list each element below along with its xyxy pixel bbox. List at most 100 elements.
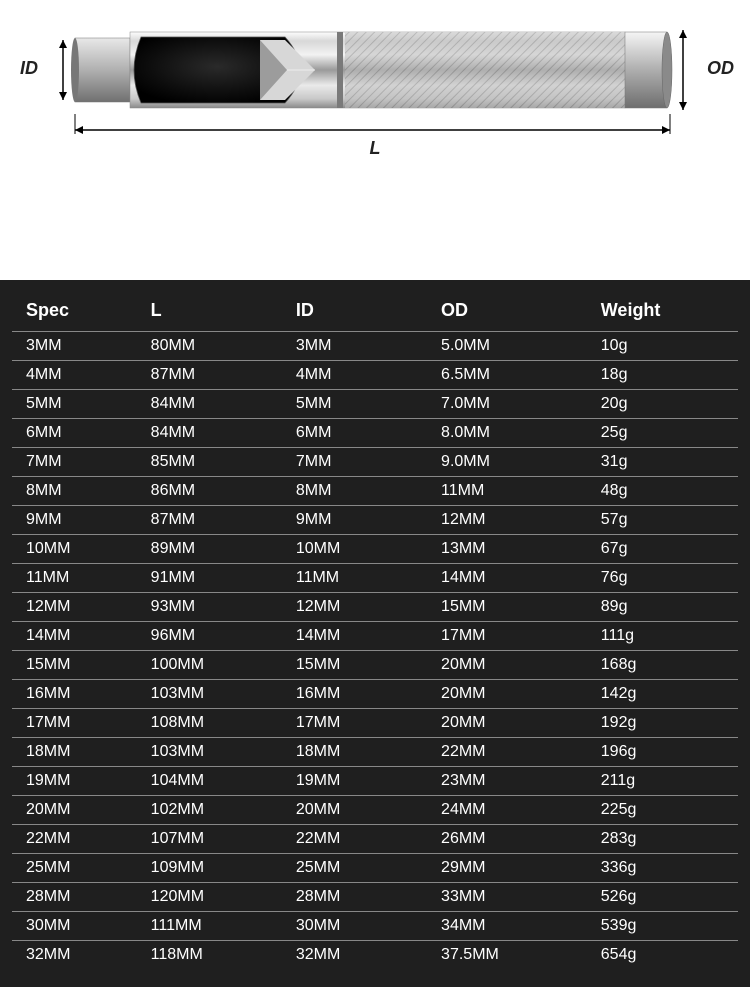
col-l: L <box>143 294 288 332</box>
table-cell: 15MM <box>433 593 593 622</box>
table-cell: 15MM <box>12 651 143 680</box>
table-cell: 29MM <box>433 854 593 883</box>
spec-table: Spec L ID OD Weight 3MM80MM3MM5.0MM10g4M… <box>12 294 738 969</box>
table-row: 17MM108MM17MM20MM192g <box>12 709 738 738</box>
table-cell: 10MM <box>288 535 433 564</box>
table-cell: 25MM <box>12 854 143 883</box>
table-cell: 10MM <box>12 535 143 564</box>
table-cell: 111MM <box>143 912 288 941</box>
table-cell: 107MM <box>143 825 288 854</box>
table-cell: 104MM <box>143 767 288 796</box>
table-cell: 20MM <box>433 709 593 738</box>
table-cell: 33MM <box>433 883 593 912</box>
table-cell: 6MM <box>288 419 433 448</box>
table-cell: 86MM <box>143 477 288 506</box>
table-row: 15MM100MM15MM20MM168g <box>12 651 738 680</box>
table-cell: 102MM <box>143 796 288 825</box>
table-cell: 18g <box>593 361 738 390</box>
table-cell: 8MM <box>288 477 433 506</box>
col-weight: Weight <box>593 294 738 332</box>
table-cell: 192g <box>593 709 738 738</box>
table-cell: 91MM <box>143 564 288 593</box>
diagram-area: ID OD L <box>0 0 750 250</box>
table-cell: 211g <box>593 767 738 796</box>
table-row: 11MM91MM11MM14MM76g <box>12 564 738 593</box>
table-row: 6MM84MM6MM8.0MM25g <box>12 419 738 448</box>
table-cell: 20g <box>593 390 738 419</box>
table-cell: 10g <box>593 332 738 361</box>
table-cell: 100MM <box>143 651 288 680</box>
table-cell: 142g <box>593 680 738 709</box>
table-cell: 18MM <box>288 738 433 767</box>
table-cell: 76g <box>593 564 738 593</box>
table-cell: 18MM <box>12 738 143 767</box>
table-row: 12MM93MM12MM15MM89g <box>12 593 738 622</box>
punch-diagram <box>55 20 695 150</box>
table-cell: 336g <box>593 854 738 883</box>
table-cell: 24MM <box>433 796 593 825</box>
spacer <box>0 250 750 280</box>
table-cell: 32MM <box>12 941 143 970</box>
table-cell: 20MM <box>433 680 593 709</box>
table-cell: 20MM <box>288 796 433 825</box>
table-cell: 111g <box>593 622 738 651</box>
table-row: 19MM104MM19MM23MM211g <box>12 767 738 796</box>
table-row: 5MM84MM5MM7.0MM20g <box>12 390 738 419</box>
table-row: 25MM109MM25MM29MM336g <box>12 854 738 883</box>
table-cell: 283g <box>593 825 738 854</box>
table-cell: 89MM <box>143 535 288 564</box>
table-cell: 11MM <box>433 477 593 506</box>
table-cell: 32MM <box>288 941 433 970</box>
label-id: ID <box>20 58 38 79</box>
table-cell: 17MM <box>433 622 593 651</box>
table-cell: 30MM <box>12 912 143 941</box>
table-cell: 5.0MM <box>433 332 593 361</box>
table-row: 10MM89MM10MM13MM67g <box>12 535 738 564</box>
table-cell: 7MM <box>12 448 143 477</box>
table-row: 20MM102MM20MM24MM225g <box>12 796 738 825</box>
label-l: L <box>370 138 381 159</box>
table-cell: 22MM <box>12 825 143 854</box>
table-cell: 16MM <box>12 680 143 709</box>
table-cell: 4MM <box>288 361 433 390</box>
table-cell: 7MM <box>288 448 433 477</box>
table-cell: 19MM <box>12 767 143 796</box>
spec-table-area: Spec L ID OD Weight 3MM80MM3MM5.0MM10g4M… <box>0 280 750 987</box>
table-cell: 11MM <box>12 564 143 593</box>
table-cell: 225g <box>593 796 738 825</box>
table-cell: 8.0MM <box>433 419 593 448</box>
table-cell: 87MM <box>143 506 288 535</box>
table-cell: 109MM <box>143 854 288 883</box>
table-cell: 6.5MM <box>433 361 593 390</box>
table-cell: 6MM <box>12 419 143 448</box>
table-cell: 14MM <box>288 622 433 651</box>
table-cell: 16MM <box>288 680 433 709</box>
table-row: 16MM103MM16MM20MM142g <box>12 680 738 709</box>
table-cell: 28MM <box>12 883 143 912</box>
table-cell: 17MM <box>288 709 433 738</box>
table-cell: 8MM <box>12 477 143 506</box>
table-cell: 22MM <box>433 738 593 767</box>
table-cell: 19MM <box>288 767 433 796</box>
table-cell: 25MM <box>288 854 433 883</box>
table-cell: 34MM <box>433 912 593 941</box>
table-cell: 17MM <box>12 709 143 738</box>
table-cell: 93MM <box>143 593 288 622</box>
table-cell: 37.5MM <box>433 941 593 970</box>
table-cell: 4MM <box>12 361 143 390</box>
table-cell: 654g <box>593 941 738 970</box>
table-cell: 96MM <box>143 622 288 651</box>
table-row: 32MM118MM32MM37.5MM654g <box>12 941 738 970</box>
table-cell: 168g <box>593 651 738 680</box>
table-cell: 84MM <box>143 419 288 448</box>
table-cell: 25g <box>593 419 738 448</box>
table-header-row: Spec L ID OD Weight <box>12 294 738 332</box>
table-row: 22MM107MM22MM26MM283g <box>12 825 738 854</box>
table-cell: 13MM <box>433 535 593 564</box>
table-cell: 103MM <box>143 738 288 767</box>
table-row: 7MM85MM7MM9.0MM31g <box>12 448 738 477</box>
table-cell: 85MM <box>143 448 288 477</box>
table-cell: 9MM <box>288 506 433 535</box>
table-cell: 118MM <box>143 941 288 970</box>
table-cell: 87MM <box>143 361 288 390</box>
